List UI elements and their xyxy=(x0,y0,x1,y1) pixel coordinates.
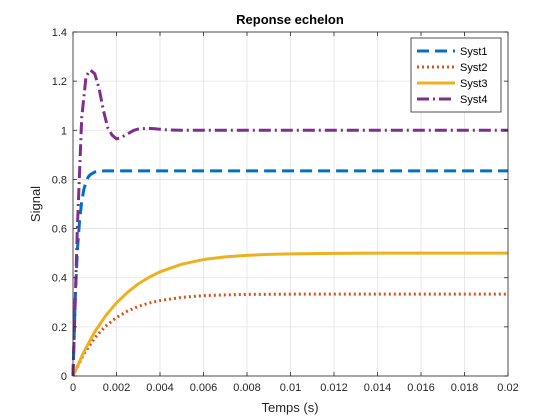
y-tick-label: 0.2 xyxy=(52,322,67,334)
y-tick-label: 1.2 xyxy=(52,76,67,88)
x-tick-label: 0 xyxy=(70,382,76,394)
legend-label-syst1: Syst1 xyxy=(460,46,488,58)
x-tick-label: 0.012 xyxy=(320,382,348,394)
series-line-syst3 xyxy=(71,251,508,377)
legend: Syst1 Syst2 Syst3 Syst4 xyxy=(410,37,502,113)
legend-label-syst4: Syst4 xyxy=(460,94,488,106)
x-tick-label: 0.002 xyxy=(103,382,131,394)
x-tick-label: 0.006 xyxy=(190,382,218,394)
series-line-syst1 xyxy=(71,169,508,377)
x-tick-label: 0.01 xyxy=(280,382,301,394)
series-layer xyxy=(71,68,508,377)
series-line-syst2 xyxy=(71,292,508,377)
y-axis-label: Signal xyxy=(28,186,43,222)
y-tick-label: 0.8 xyxy=(52,174,67,186)
x-tick-label: 0.008 xyxy=(233,382,261,394)
x-axis-label: Temps (s) xyxy=(261,400,318,415)
ticks: 0 0.002 0.004 0.006 0.008 0.01 0.012 0.014 0.016… xyxy=(52,27,519,394)
x-tick-label: 0.004 xyxy=(146,382,174,394)
chart-title: Reponse echelon xyxy=(236,12,344,27)
y-tick-label: 0.6 xyxy=(52,224,67,236)
y-tick-label: 0 xyxy=(61,371,67,383)
legend-label-syst2: Syst2 xyxy=(460,62,488,74)
legend-label-syst3: Syst3 xyxy=(460,78,488,90)
x-tick-label: 0.02 xyxy=(497,382,518,394)
y-tick-label: 0.4 xyxy=(52,273,67,285)
y-tick-label: 1.4 xyxy=(52,27,67,39)
x-tick-label: 0.016 xyxy=(407,382,435,394)
x-tick-label: 0.014 xyxy=(364,382,392,394)
x-tick-label: 0.018 xyxy=(451,382,479,394)
y-tick-label: 1 xyxy=(61,125,67,137)
